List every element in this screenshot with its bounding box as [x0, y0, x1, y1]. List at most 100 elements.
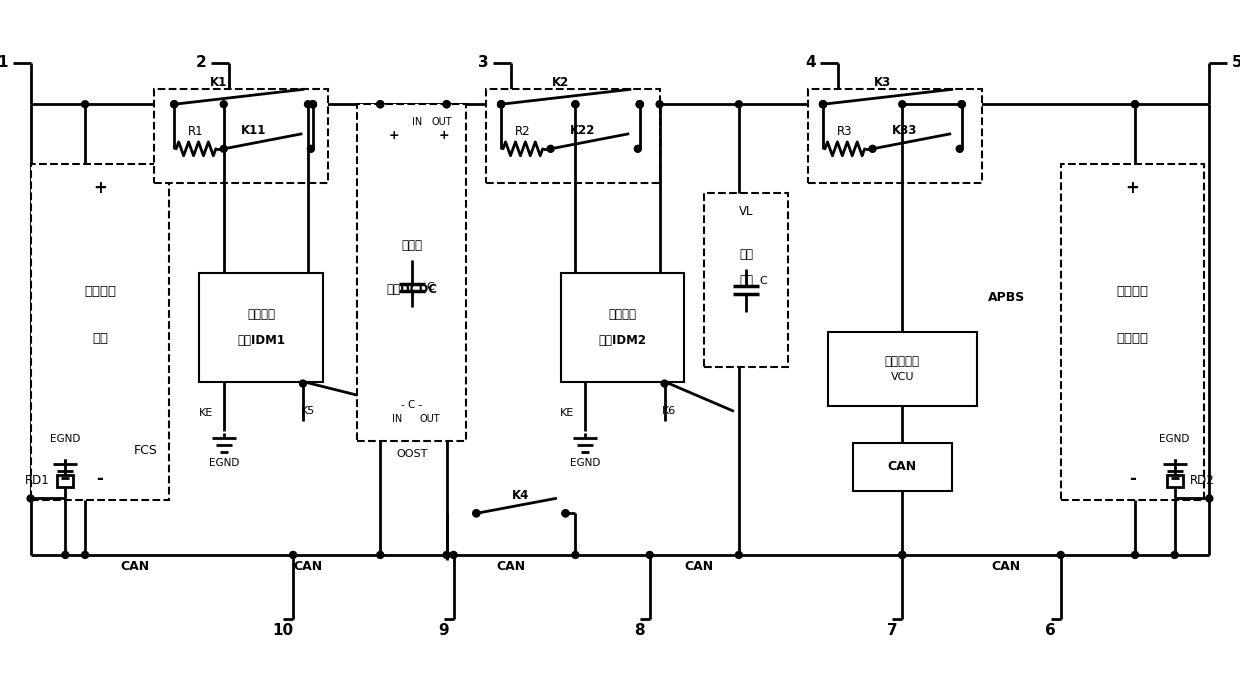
Text: OUT: OUT	[432, 117, 453, 127]
Circle shape	[472, 510, 480, 517]
Circle shape	[377, 552, 383, 559]
Circle shape	[443, 101, 450, 108]
Circle shape	[899, 101, 905, 108]
Bar	[57, 475, 73, 487]
Text: 2: 2	[196, 55, 206, 70]
Text: K22: K22	[569, 125, 595, 137]
Text: VL: VL	[739, 204, 754, 218]
Circle shape	[310, 101, 316, 108]
Text: R3: R3	[837, 125, 853, 139]
Text: CAN: CAN	[888, 460, 916, 473]
Text: 绝缘监测: 绝缘监测	[609, 307, 636, 320]
Text: K33: K33	[892, 125, 916, 137]
Circle shape	[221, 146, 227, 152]
Text: EGND: EGND	[50, 434, 81, 444]
Circle shape	[661, 380, 668, 387]
Circle shape	[305, 101, 311, 108]
Circle shape	[959, 101, 965, 108]
Text: C: C	[425, 282, 434, 292]
Text: RD1: RD1	[25, 474, 50, 487]
Text: R1: R1	[188, 125, 203, 139]
Circle shape	[820, 101, 827, 108]
Circle shape	[310, 101, 316, 108]
Bar	[198, 273, 322, 382]
Bar	[704, 194, 789, 367]
Text: 升压DCDC: 升压DCDC	[387, 283, 438, 296]
Text: 整车: 整车	[739, 248, 753, 261]
Text: 辅助动力: 辅助动力	[1116, 285, 1148, 298]
Circle shape	[308, 146, 315, 152]
Text: EGND: EGND	[570, 458, 600, 468]
Text: VCU: VCU	[890, 372, 914, 382]
Text: CAN: CAN	[992, 561, 1021, 573]
Circle shape	[735, 552, 743, 559]
Circle shape	[171, 101, 177, 108]
Bar	[560, 273, 684, 382]
Circle shape	[636, 101, 644, 108]
Text: - C -: - C -	[402, 400, 423, 410]
Text: IN: IN	[412, 117, 422, 127]
Text: 模块IDM2: 模块IDM2	[599, 334, 646, 347]
Circle shape	[959, 101, 965, 108]
Text: C: C	[760, 276, 768, 286]
Text: RD2: RD2	[1190, 474, 1215, 487]
Bar	[1060, 164, 1204, 500]
Text: +: +	[93, 179, 107, 198]
Text: -: -	[97, 470, 103, 487]
Circle shape	[472, 510, 480, 517]
Circle shape	[562, 510, 569, 517]
Text: KE: KE	[560, 408, 574, 418]
Bar	[357, 104, 466, 441]
Circle shape	[443, 101, 450, 108]
Text: 电池模块: 电池模块	[1116, 332, 1148, 345]
Bar	[155, 89, 327, 183]
Text: CAN: CAN	[120, 561, 149, 573]
Text: 7: 7	[887, 623, 898, 638]
Text: 4: 4	[805, 55, 816, 70]
Circle shape	[62, 552, 68, 559]
Text: 整车控制器: 整车控制器	[885, 355, 920, 368]
Text: EGND: EGND	[1159, 434, 1190, 444]
Circle shape	[1205, 495, 1213, 502]
Circle shape	[82, 552, 88, 559]
Text: KE: KE	[198, 408, 213, 418]
Text: 模块: 模块	[92, 332, 108, 345]
Circle shape	[300, 380, 306, 387]
Circle shape	[656, 101, 663, 108]
Text: K3: K3	[874, 76, 892, 89]
Text: 5: 5	[1231, 55, 1240, 70]
Circle shape	[562, 510, 569, 517]
Circle shape	[572, 552, 579, 559]
Circle shape	[572, 101, 579, 108]
Text: R2: R2	[515, 125, 531, 139]
Circle shape	[310, 101, 316, 108]
Circle shape	[82, 101, 88, 108]
Text: K2: K2	[552, 76, 569, 89]
Circle shape	[497, 101, 505, 108]
Circle shape	[1172, 552, 1178, 559]
Text: OOST: OOST	[397, 449, 428, 459]
Text: 6: 6	[1045, 623, 1056, 638]
Bar	[31, 164, 170, 500]
Text: 模块IDM1: 模块IDM1	[237, 334, 285, 347]
Circle shape	[290, 552, 296, 559]
Text: 9: 9	[439, 623, 449, 638]
Text: IN: IN	[392, 414, 402, 424]
Bar	[828, 332, 977, 406]
Text: EGND: EGND	[208, 458, 239, 468]
Circle shape	[899, 552, 905, 559]
Circle shape	[497, 101, 505, 108]
Text: 负载: 负载	[739, 274, 753, 286]
Text: K4: K4	[512, 489, 529, 502]
Circle shape	[1058, 552, 1064, 559]
Circle shape	[497, 101, 505, 108]
Circle shape	[450, 552, 458, 559]
Circle shape	[636, 101, 644, 108]
Circle shape	[956, 146, 963, 152]
Circle shape	[1132, 552, 1138, 559]
Text: K6: K6	[662, 406, 677, 416]
Text: FCS: FCS	[134, 444, 157, 458]
Circle shape	[635, 146, 641, 152]
Bar	[808, 89, 982, 183]
Bar	[1167, 475, 1183, 487]
